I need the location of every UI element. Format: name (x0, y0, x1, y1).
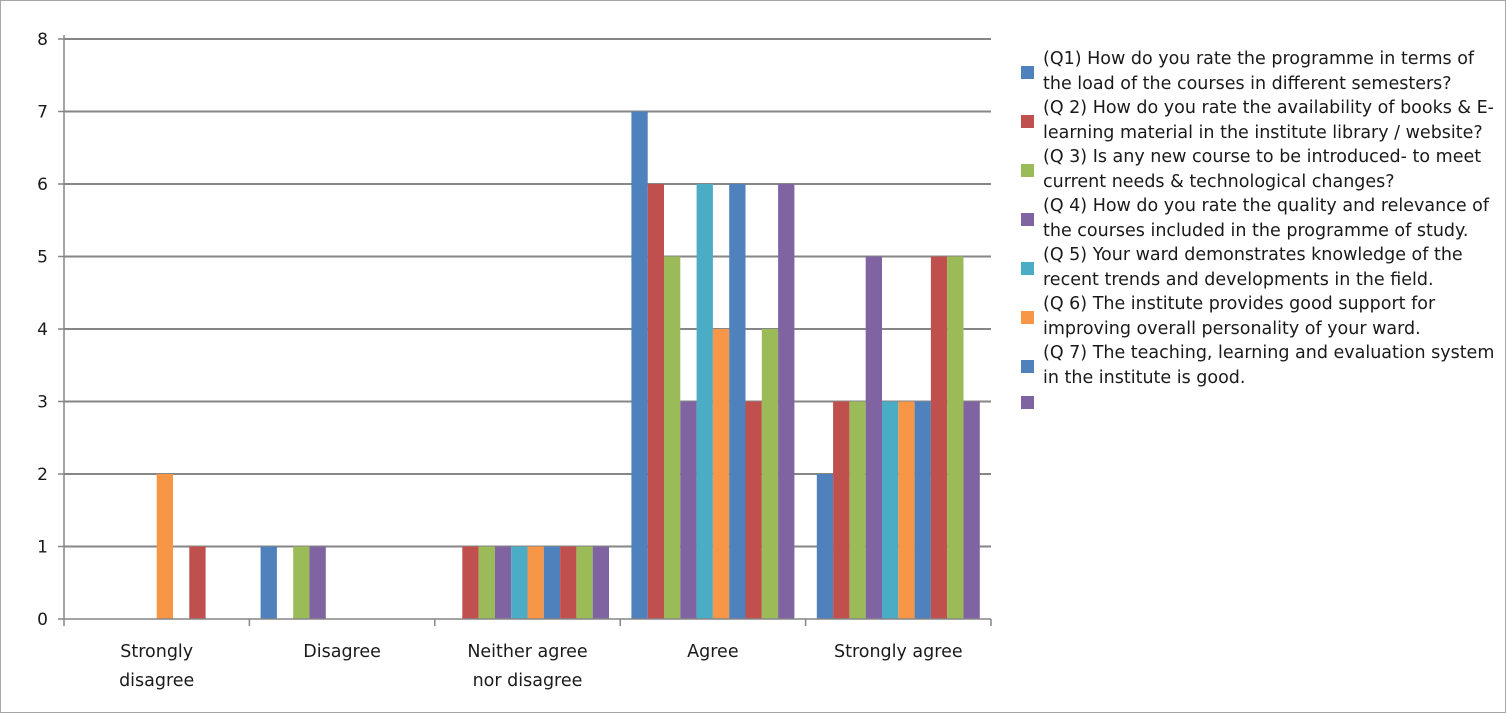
bar (778, 184, 795, 619)
legend-swatch (1021, 261, 1034, 275)
legend-item (1019, 390, 1505, 415)
legend-label: (Q 4) How do you rate the quality and re… (1043, 196, 1490, 241)
y-tick-label: 0 (37, 610, 48, 630)
bar (189, 546, 206, 619)
bar (696, 184, 713, 619)
bar (947, 256, 964, 619)
legend-swatch (1021, 114, 1034, 128)
y-tick-label: 7 (37, 103, 48, 123)
bar (664, 256, 681, 619)
bar (156, 474, 173, 619)
bar (309, 546, 326, 619)
x-category-label: disagree (119, 671, 194, 691)
legend-item: (Q 6) The institute provides good suppor… (1019, 292, 1505, 341)
y-tick-label: 3 (37, 393, 48, 413)
bar (631, 111, 648, 619)
legend-label: (Q 7) The teaching, learning and evaluat… (1043, 343, 1495, 388)
x-category-label: Agree (687, 642, 738, 662)
y-tick-label: 6 (37, 175, 48, 195)
bar (462, 546, 479, 619)
x-category-label: Strongly (120, 642, 193, 662)
legend-swatch (1021, 396, 1034, 410)
legend-item: (Q 7) The teaching, learning and evaluat… (1019, 341, 1505, 390)
legend-label: (Q 5) Your ward demonstrates knowledge o… (1043, 245, 1463, 290)
x-category-label: Strongly agree (834, 642, 963, 662)
bar (849, 401, 866, 619)
bar (930, 256, 948, 619)
legend-swatch (1021, 310, 1034, 324)
legend-item: (Q 2) How do you rate the availability o… (1019, 96, 1505, 145)
bar (761, 329, 779, 619)
y-tick-label: 1 (37, 538, 48, 558)
legend-item: (Q 5) Your ward demonstrates knowledge o… (1019, 243, 1505, 292)
legend-item: (Q1) How do you rate the programme in te… (1019, 47, 1505, 96)
bar (833, 401, 850, 619)
bar (592, 546, 609, 619)
bar (527, 546, 544, 619)
bar (560, 546, 577, 619)
bar (511, 546, 528, 619)
bar (882, 401, 899, 619)
bar (865, 256, 882, 619)
bar (729, 184, 746, 619)
y-tick-label: 4 (37, 320, 48, 340)
legend-swatch (1021, 65, 1034, 79)
bar (680, 401, 697, 619)
legend-label: (Q 6) The institute provides good suppor… (1043, 294, 1436, 339)
bar (712, 329, 730, 619)
bar (963, 401, 980, 619)
y-tick-label: 2 (37, 465, 48, 485)
legend-label: (Q 3) Is any new course to be introduced… (1043, 147, 1482, 192)
bar (260, 546, 277, 619)
y-tick-label: 8 (37, 30, 48, 50)
bar-chart-plot: 0 1 2 3 4 5 6 7 8 Strongly disagree Disagree Neither… (37, 30, 992, 691)
legend-label: (Q1) How do you rate the programme in te… (1043, 49, 1475, 94)
legend-item: (Q 4) How do you rate the quality and re… (1019, 194, 1505, 243)
legend-swatch (1021, 359, 1034, 373)
legend-item: (Q 3) Is any new course to be introduced… (1019, 145, 1505, 194)
bar (293, 546, 310, 619)
bar (647, 184, 664, 619)
bar (494, 546, 512, 619)
bar (816, 474, 834, 619)
bar (898, 401, 915, 619)
x-category-label: nor disagree (473, 671, 583, 691)
legend-swatch (1021, 212, 1034, 226)
bar (914, 401, 931, 619)
bar (543, 546, 561, 619)
x-category-label: Disagree (303, 642, 381, 662)
bar (576, 546, 593, 619)
x-category-label: Neither agree (467, 642, 587, 662)
bar (745, 401, 762, 619)
legend-swatch (1021, 163, 1034, 177)
chart-legend: (Q1) How do you rate the programme in te… (1019, 47, 1505, 415)
bar (478, 546, 495, 619)
y-tick-label: 5 (37, 248, 48, 268)
legend-label: (Q 2) How do you rate the availability o… (1043, 98, 1494, 143)
